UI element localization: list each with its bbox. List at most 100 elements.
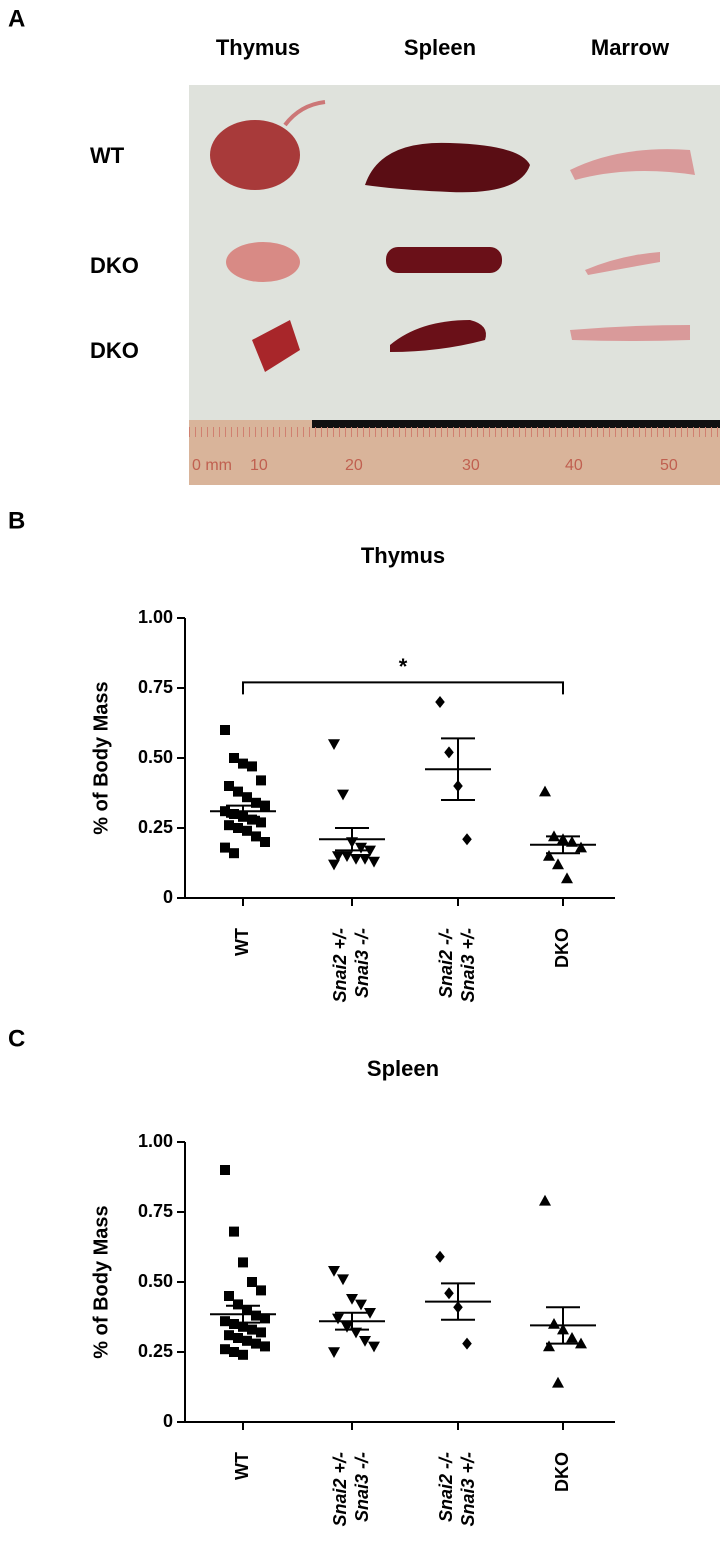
data-point — [575, 841, 587, 853]
data-point — [242, 1335, 252, 1346]
data-point — [328, 1266, 340, 1277]
data-point — [233, 1333, 243, 1343]
data-point — [444, 1287, 454, 1300]
x-tick-label: Snai2 +/- — [330, 1452, 350, 1527]
x-tick-label: WT — [232, 928, 252, 956]
significance-label: * — [399, 654, 408, 679]
data-point — [260, 1341, 270, 1352]
data-point — [462, 833, 472, 846]
ruler-label: 20 — [345, 457, 363, 474]
data-point — [229, 848, 239, 859]
data-point — [337, 789, 349, 801]
data-point — [368, 856, 380, 868]
data-point — [444, 746, 454, 759]
error-bar — [441, 1282, 475, 1321]
data-point — [543, 1340, 555, 1352]
chart-title: Spleen — [367, 1056, 439, 1081]
data-point — [260, 837, 270, 847]
data-point — [552, 1376, 564, 1388]
data-point — [247, 761, 257, 772]
data-point — [233, 786, 243, 797]
data-point — [368, 1341, 380, 1353]
y-tick-label: 0.25 — [138, 817, 173, 837]
ruler-label: 40 — [565, 457, 583, 474]
data-point — [337, 1274, 349, 1286]
row-label: DKO — [90, 338, 139, 363]
panel-label: C — [8, 1025, 25, 1052]
data-point — [543, 850, 555, 861]
data-point — [435, 696, 445, 708]
data-point — [247, 814, 257, 825]
data-point — [462, 1337, 472, 1350]
data-point — [220, 725, 230, 735]
data-point — [256, 775, 266, 786]
data-point — [260, 800, 270, 811]
x-tick-label: Snai2 -/- — [436, 928, 456, 998]
y-tick-label: 1.00 — [138, 1131, 173, 1151]
data-point — [220, 1344, 230, 1355]
column-label: Spleen — [404, 35, 476, 60]
data-point — [224, 820, 234, 831]
ruler-label: 30 — [462, 457, 480, 474]
data-point — [242, 1305, 252, 1315]
y-tick-label: 0.25 — [138, 1341, 173, 1361]
data-point — [256, 817, 266, 828]
data-point — [224, 1330, 234, 1341]
data-point — [328, 1347, 340, 1358]
data-point — [251, 1310, 261, 1321]
x-tick-label: WT — [232, 1452, 252, 1480]
data-point — [364, 1308, 376, 1319]
y-tick-label: 0.75 — [138, 677, 173, 697]
data-point — [220, 842, 230, 853]
data-point — [242, 792, 252, 803]
error-bar — [546, 1306, 580, 1345]
data-point — [350, 854, 362, 865]
data-point — [229, 753, 239, 763]
error-bar — [226, 804, 260, 818]
data-point — [355, 1299, 367, 1311]
data-point — [220, 1316, 230, 1327]
data-point — [539, 1194, 551, 1206]
x-tick-label: Snai3 +/- — [458, 1452, 478, 1527]
data-point — [328, 859, 340, 871]
data-point — [238, 1349, 248, 1360]
data-point — [355, 842, 367, 854]
data-point — [566, 1332, 578, 1343]
y-tick-label: 0 — [163, 887, 173, 907]
data-point — [548, 1318, 560, 1329]
data-point — [242, 825, 252, 836]
data-point — [229, 1319, 239, 1329]
column-label: Thymus — [216, 35, 300, 60]
data-point — [328, 739, 340, 750]
data-point — [229, 1226, 239, 1237]
data-point — [341, 1322, 353, 1333]
data-point — [332, 851, 344, 862]
y-axis-label: % of Body Mass — [90, 1205, 112, 1358]
data-point — [238, 758, 248, 769]
data-point — [359, 1336, 371, 1347]
data-point — [238, 1321, 248, 1332]
data-point — [364, 845, 376, 857]
data-point — [229, 1347, 239, 1357]
data-point — [251, 797, 261, 808]
row-label: WT — [90, 143, 125, 168]
x-tick-label: DKO — [552, 928, 572, 968]
data-point — [256, 1327, 266, 1338]
data-point — [575, 1337, 587, 1349]
x-tick-label: Snai2 -/- — [436, 1452, 456, 1522]
data-point — [552, 858, 564, 870]
y-tick-label: 0.50 — [138, 747, 173, 767]
ruler-label: 50 — [660, 457, 678, 474]
data-point — [229, 809, 239, 819]
x-tick-label: Snai3 +/- — [458, 928, 478, 1003]
x-tick-label: Snai2 +/- — [330, 928, 350, 1003]
data-point — [260, 1313, 270, 1324]
photo — [189, 85, 720, 485]
data-point — [346, 1294, 358, 1305]
error-bar — [335, 1311, 369, 1331]
data-point — [435, 1250, 445, 1263]
data-point — [233, 1299, 243, 1310]
y-tick-label: 0.50 — [138, 1271, 173, 1291]
y-tick-label: 0.75 — [138, 1201, 173, 1221]
